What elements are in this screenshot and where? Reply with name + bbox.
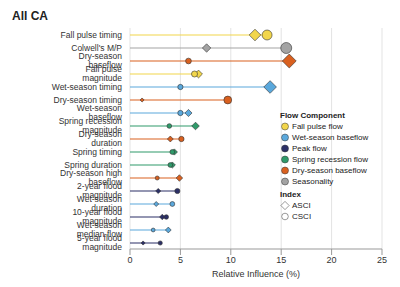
svg-text:Wet-season timing: Wet-season timing xyxy=(52,82,123,92)
svg-text:0: 0 xyxy=(127,255,132,265)
svg-text:25: 25 xyxy=(377,255,387,265)
svg-text:Relative Influence (%): Relative Influence (%) xyxy=(212,269,300,279)
svg-text:20: 20 xyxy=(327,255,337,265)
svg-text:15: 15 xyxy=(276,255,286,265)
svg-text:Fall pulsemagnitude: Fall pulsemagnitude xyxy=(82,64,122,83)
svg-text:Spring timing: Spring timing xyxy=(72,147,122,157)
svg-text:Fall pulse timing: Fall pulse timing xyxy=(61,30,123,40)
svg-text:5: 5 xyxy=(178,255,183,265)
svg-text:5-year floodmagnitude: 5-year floodmagnitude xyxy=(77,233,122,252)
svg-text:10: 10 xyxy=(226,255,236,265)
svg-text:Dry-seasonduration: Dry-seasonduration xyxy=(79,129,123,148)
